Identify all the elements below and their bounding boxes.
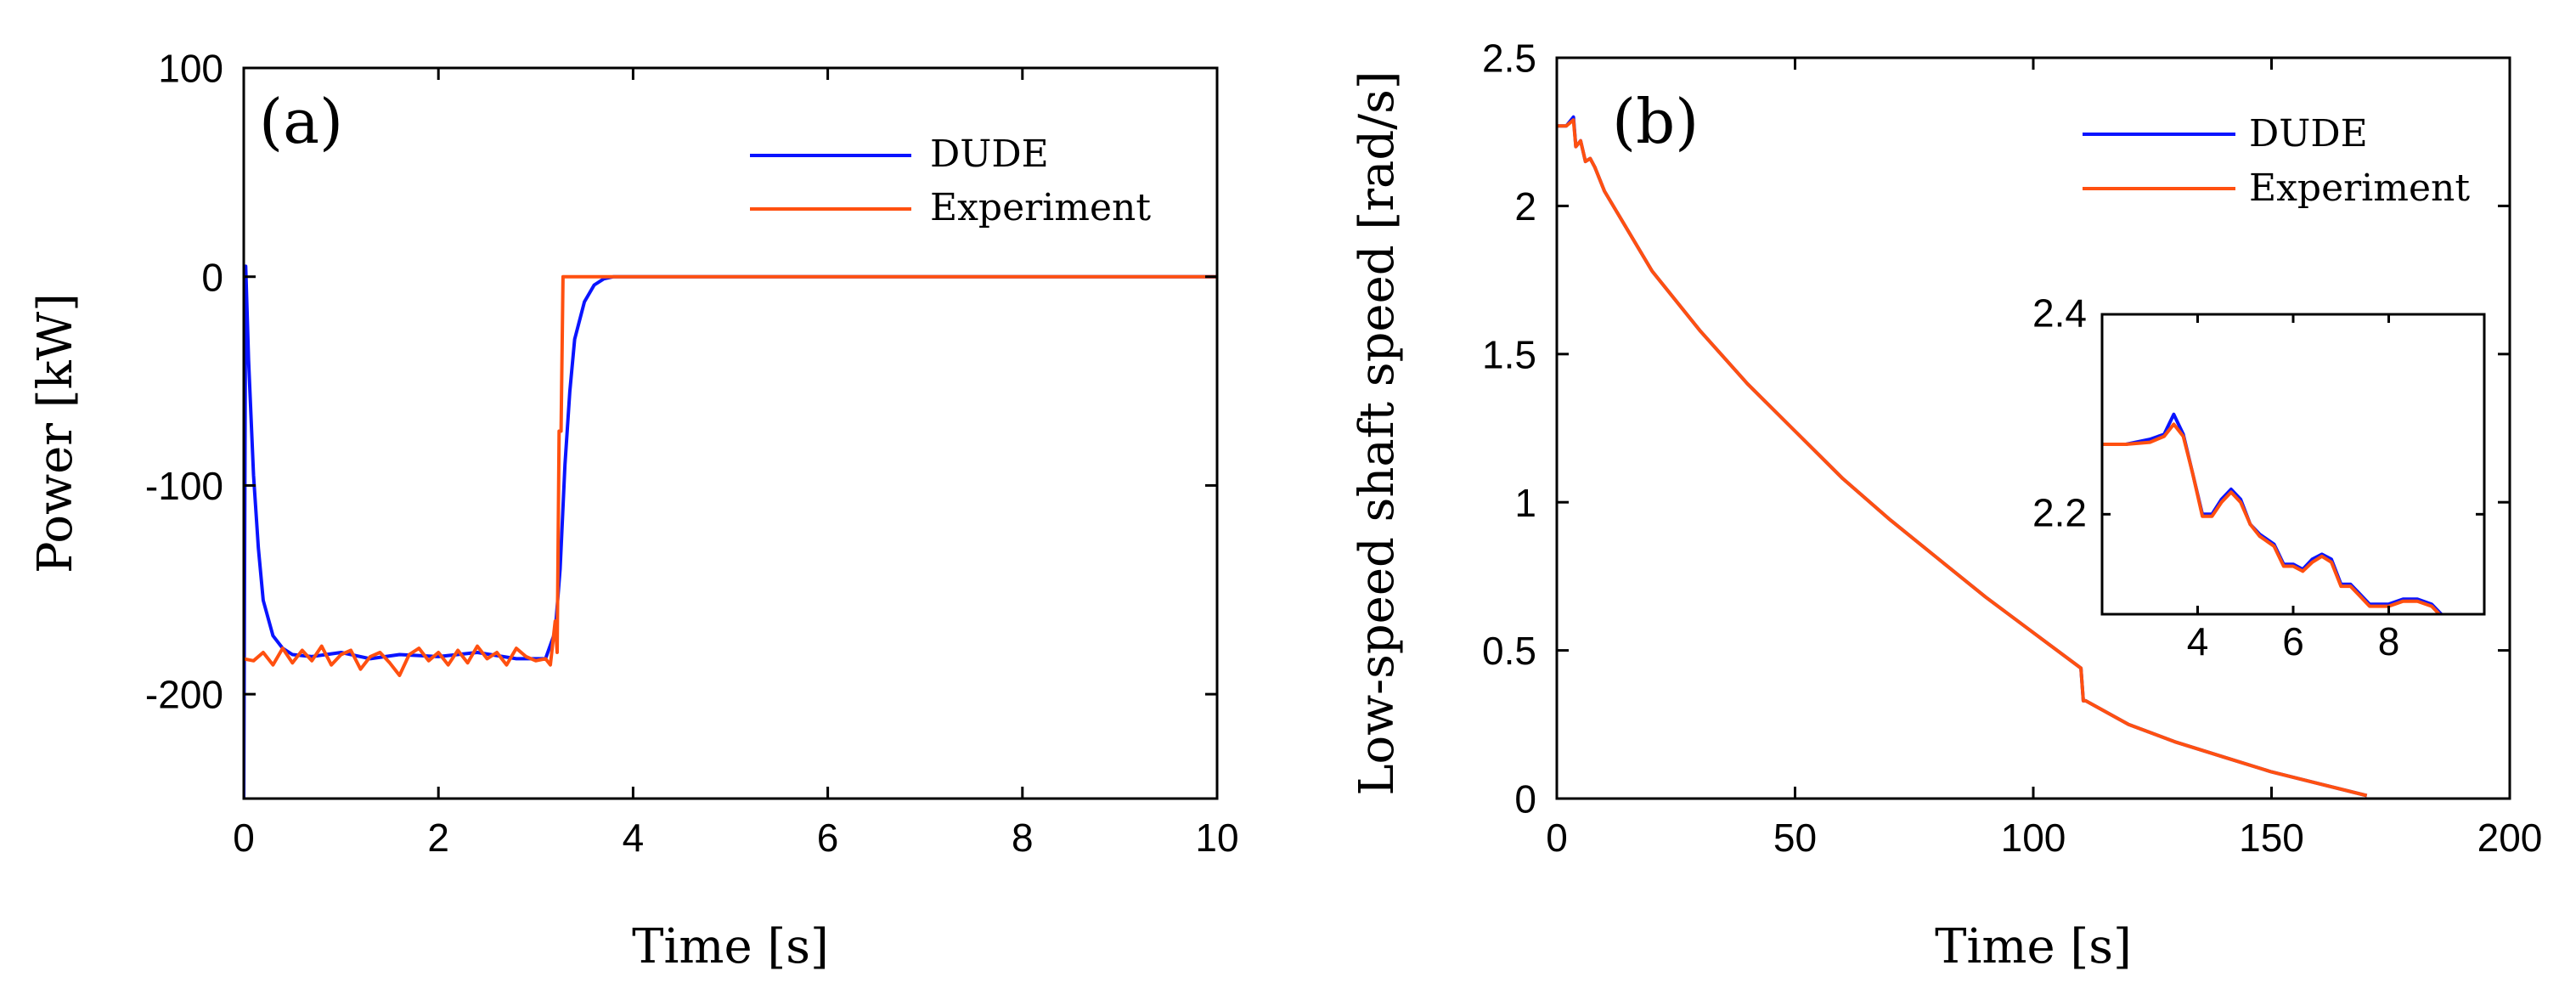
panel-a-x-tick-label: 0	[233, 816, 255, 860]
legend-label-experiment: Experiment	[930, 186, 1151, 229]
panel-b-y-tick-label: 1	[1514, 481, 1536, 525]
inset-x-tick-label: 8	[2378, 619, 2400, 663]
panel-b-x-axis-label: Time [s]	[1935, 919, 2132, 974]
panel-b-x-tick-label: 0	[1546, 816, 1568, 860]
panel-b-y-tick-label: 2.5	[1482, 37, 1536, 81]
panel-a-series-dude	[244, 264, 1217, 799]
panel-b-inset: 4 6 8 2.4 2.2	[2032, 291, 2486, 663]
panel-b-x-tick-label: 100	[2001, 816, 2066, 860]
panel-a-x-tick-label: 10	[1195, 816, 1238, 860]
panel-b-x-tick-label: 150	[2239, 816, 2304, 860]
inset-x-tick-label: 4	[2187, 619, 2209, 663]
panel-b-x-tick-label: 200	[2477, 816, 2543, 860]
panel-b-shaft-speed-chart: 0 50 100 150 200 0 0.5 1 1.5 2 2.5 (b) DUDE Experi…	[1350, 37, 2542, 974]
panel-a-axes-frame	[242, 66, 1219, 800]
panel-a-y-axis-label: Power [kW]	[28, 293, 83, 573]
panel-b-y-tick-label: 0	[1514, 777, 1536, 822]
panel-b-y-tick-label: 1.5	[1482, 332, 1536, 376]
panel-b-x-tick-label: 50	[1773, 816, 1817, 860]
panel-a-x-axis-label: Time [s]	[632, 919, 829, 974]
inset-ticks: 4 6 8 2.4 2.2	[2032, 291, 2484, 663]
panel-b-label: (b)	[1612, 86, 1699, 157]
panel-b-y-axis-label: Low-speed shaft speed [rad/s]	[1350, 71, 1405, 795]
inset-x-tick-label: 6	[2282, 619, 2304, 663]
panel-a-x-tick-label: 2	[427, 816, 449, 860]
inset-y-tick-label: 2.4	[2032, 291, 2087, 335]
inset-background	[2102, 314, 2484, 614]
panel-a-x-tick-label: 6	[817, 816, 839, 860]
panel-a-label: (a)	[259, 86, 343, 157]
panel-b-plot-area	[1557, 115, 2368, 798]
panel-b-ticks: 0 50 100 150 200 0 0.5 1 1.5 2 2.5	[1482, 37, 2542, 860]
inset-plot-area	[2102, 412, 2444, 614]
inset-y-tick-label: 2.2	[2032, 491, 2087, 535]
legend-label-dude: DUDE	[930, 133, 1049, 176]
panel-b-y-tick-label: 2	[1514, 184, 1536, 229]
legend-label-dude: DUDE	[2249, 112, 2368, 155]
panel-a-y-tick-label: -200	[145, 673, 223, 717]
panel-a-y-tick-label: -100	[145, 464, 223, 508]
panel-a-series-experiment	[244, 274, 1217, 677]
panel-a-legend: DUDE Experiment	[750, 133, 1151, 229]
panel-a-plot-area	[244, 264, 1217, 799]
panel-a-y-tick-label: 0	[201, 255, 223, 299]
panel-b-series-experiment	[1557, 118, 2368, 798]
panel-a-y-tick-label: 100	[158, 47, 223, 91]
panel-a-x-tick-label: 4	[623, 816, 645, 860]
panel-b-y-tick-label: 0.5	[1482, 629, 1536, 673]
panel-a-x-tick-label: 8	[1012, 816, 1034, 860]
legend-label-experiment: Experiment	[2249, 167, 2470, 210]
panel-b-legend: DUDE Experiment	[2083, 112, 2470, 210]
panel-a-ticks: 0 2 4 6 8 10 100 0 -100 -200	[145, 47, 1239, 860]
inset-series-experiment	[2102, 422, 2442, 614]
